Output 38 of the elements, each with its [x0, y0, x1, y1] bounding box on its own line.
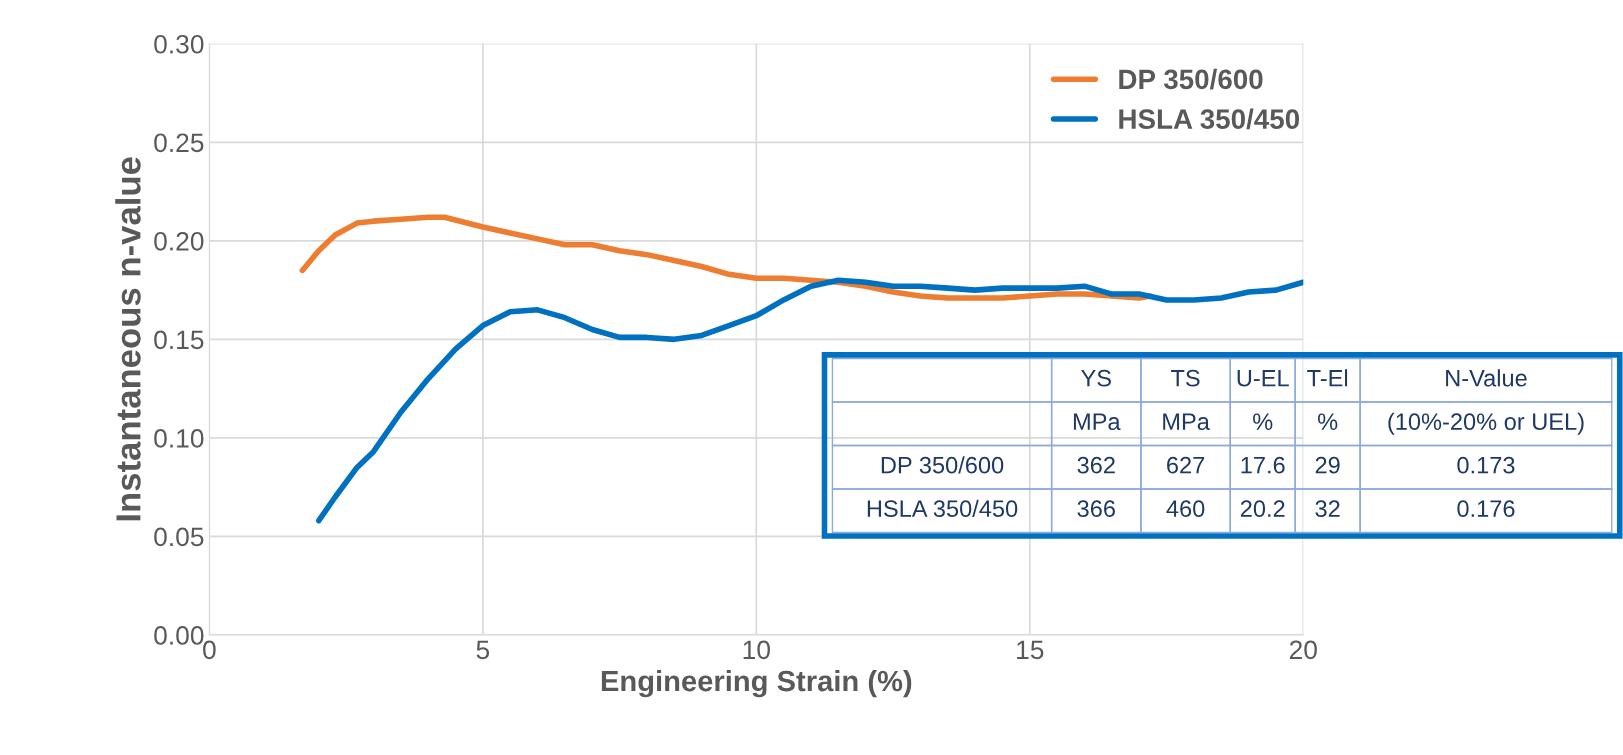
text: T-El [1307, 369, 1348, 387]
text: 29 [1315, 456, 1340, 474]
annotation: HSLA 350/450 [867, 499, 1018, 518]
x-tick-label: 10 [743, 640, 770, 660]
annotation: 362 [1077, 456, 1115, 474]
y-tick-label: 0.05 [154, 527, 204, 547]
text: (10%-20% or UEL) [1388, 412, 1584, 435]
text: % [1318, 413, 1338, 430]
annotation: MPa [1073, 413, 1121, 431]
annotation: DP 350/600 [881, 456, 1004, 474]
annotation: 460 [1166, 500, 1205, 518]
y-tick-label: 0.20 [154, 231, 204, 251]
annotation: YS [1081, 369, 1111, 387]
y-tick-label: 0.15 [154, 330, 204, 350]
x-tick-label: 5 [476, 640, 490, 660]
y-tick-label: 0.25 [154, 133, 204, 153]
y-tick-label: 0.30 [154, 34, 204, 54]
text: 32 [1315, 500, 1340, 518]
x-tick-label: 0 [203, 640, 216, 660]
annotation: 627 [1167, 456, 1205, 474]
annotation: TS [1171, 369, 1200, 387]
text: 0.173 [1457, 456, 1515, 474]
legend-label: DP 350/600 [1119, 68, 1263, 90]
annotation: U-EL [1237, 370, 1289, 387]
annotation: 366 [1077, 500, 1115, 518]
annotation: 17.6 [1241, 456, 1285, 474]
annotation: MPa [1163, 413, 1210, 431]
y-tick-label: 0.00 [154, 626, 204, 645]
legend-label: HSLA 350/450 [1119, 108, 1300, 130]
x-axis-title: Engineering Strain (%) [601, 669, 912, 698]
text: 0.176 [1457, 500, 1515, 518]
x-tick-label: 15 [1017, 640, 1044, 660]
y-axis-title: Instantaneous n-value [115, 157, 141, 521]
x-tick-label: 20 [1289, 640, 1317, 660]
y-tick-label: 0.10 [154, 429, 204, 448]
text: N-Value [1446, 369, 1527, 387]
annotation: % [1253, 413, 1273, 430]
annotation: 20.2 [1240, 500, 1285, 518]
